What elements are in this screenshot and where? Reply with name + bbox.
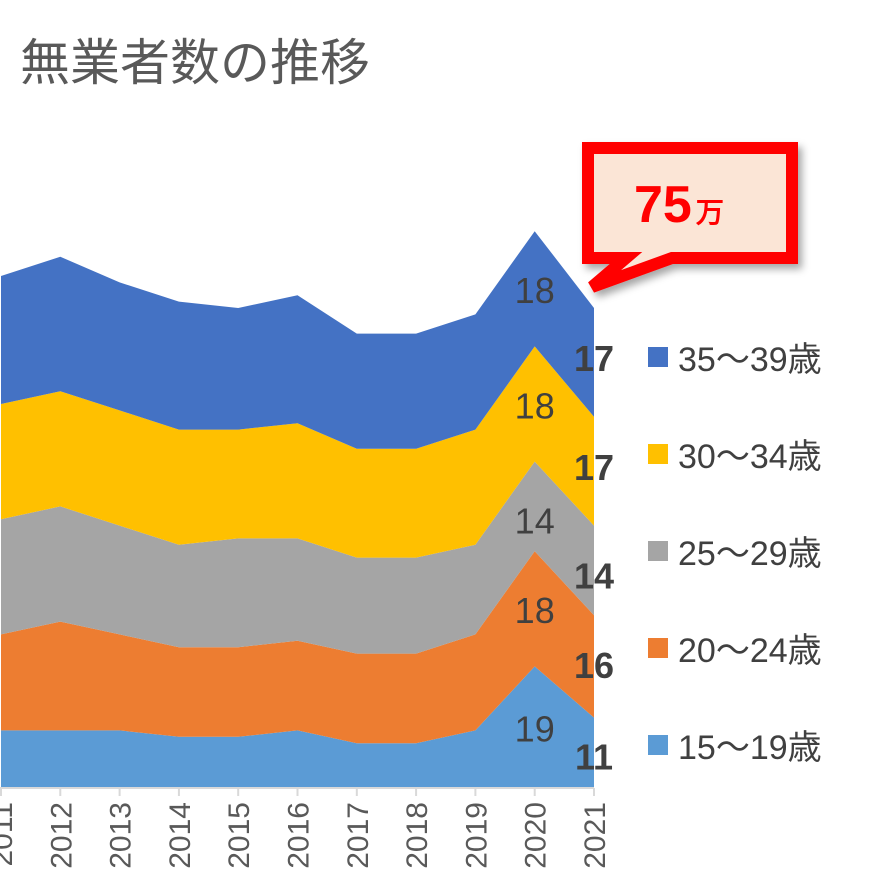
data-label-2020: 18	[515, 270, 555, 311]
data-label-2021: 17	[574, 447, 614, 488]
x-tick-label: 2017	[342, 802, 375, 869]
legend-label: 30〜34歳	[678, 438, 822, 476]
legend-label: 35〜39歳	[678, 341, 822, 379]
data-label-2020: 18	[515, 385, 555, 426]
x-tick-label: 2018	[401, 802, 434, 869]
legend-swatch	[648, 347, 668, 367]
x-tick-label: 2020	[520, 802, 553, 869]
data-label-2020: 19	[515, 708, 555, 749]
callout-unit: 万	[696, 197, 724, 228]
data-label-2021: 17	[574, 338, 614, 379]
svg-text:75万: 75 万	[634, 176, 724, 234]
x-tick-label: 2011	[0, 802, 19, 867]
data-label-2021: 16	[574, 645, 614, 686]
callout-value: 75	[634, 176, 692, 234]
area-series-2	[1, 461, 594, 654]
legend-swatch	[648, 735, 668, 755]
data-label-2020: 14	[515, 501, 555, 542]
x-tick-label: 2019	[460, 802, 493, 869]
x-tick-label: 2014	[164, 802, 197, 869]
area-series-4	[1, 231, 594, 449]
legend-label: 25〜29歳	[678, 535, 822, 573]
legend-label: 20〜24歳	[678, 632, 822, 670]
legend-swatch	[648, 444, 668, 464]
area-series-0	[1, 666, 594, 788]
data-label-2021: 11	[575, 737, 613, 778]
chart-title: 無業者数の推移	[20, 35, 370, 91]
legend-swatch	[648, 541, 668, 561]
area-series-3	[1, 346, 594, 558]
x-tick-label: 2013	[105, 802, 138, 869]
area-series-1	[1, 551, 594, 744]
x-tick-label: 2012	[45, 802, 78, 869]
x-tick-label: 2016	[283, 802, 316, 869]
legend-label: 15〜19歳	[678, 729, 822, 767]
x-tick-label: 2021	[579, 802, 612, 869]
total-callout: 75 万	[582, 142, 798, 293]
legend-swatch	[648, 638, 668, 658]
callout-bubble	[582, 142, 798, 293]
data-label-2020: 18	[515, 590, 555, 631]
data-label-2021: 14	[574, 556, 614, 597]
x-tick-label: 2015	[223, 802, 256, 869]
